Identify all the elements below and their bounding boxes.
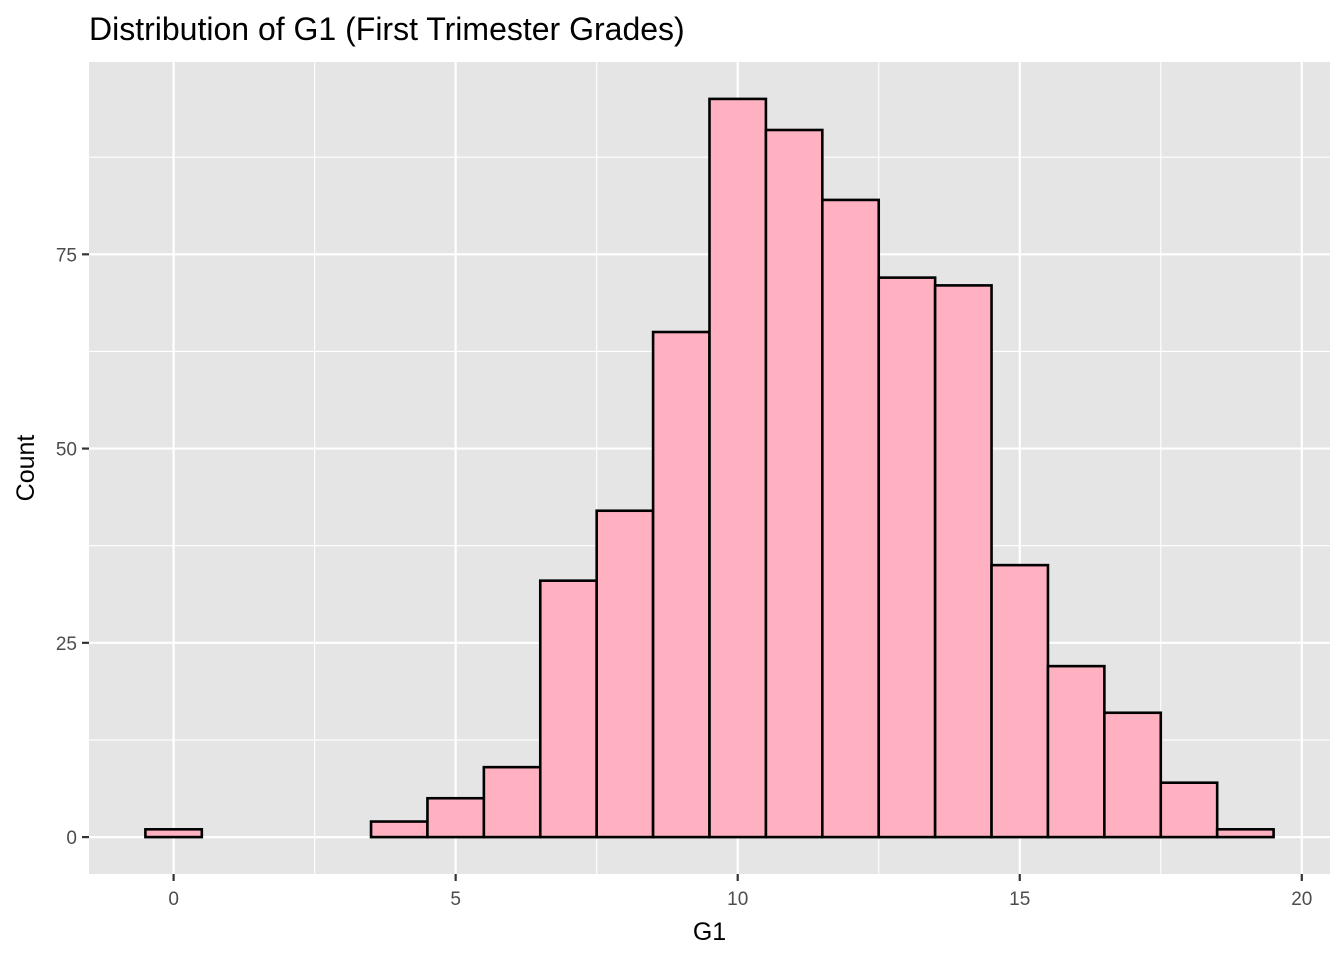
x-tick-label: 5	[450, 889, 461, 910]
histogram-bar	[538, 579, 598, 839]
histogram-bar	[708, 97, 768, 839]
histogram-bar	[651, 330, 711, 839]
histogram-bar	[1215, 828, 1275, 839]
histogram-bar	[1046, 664, 1106, 839]
y-tick-label: 50	[56, 440, 77, 461]
chart-title: Distribution of G1 (First Trimester Grad…	[89, 11, 685, 47]
histogram-bar	[595, 509, 655, 839]
x-axis-title: G1	[693, 918, 726, 946]
x-tick-label: 10	[727, 889, 748, 910]
histogram-bar	[482, 765, 542, 839]
x-axis-tick-labels: 0 5 10 15 20	[168, 889, 1312, 910]
y-tick-label: 0	[66, 828, 77, 849]
histogram-bar	[369, 820, 429, 839]
x-tick-label: 0	[168, 889, 179, 910]
y-axis-title: Count	[12, 435, 40, 502]
axis-ticks	[82, 253, 1303, 881]
histogram-bar	[764, 128, 824, 839]
histogram-bar	[990, 563, 1050, 839]
x-tick-label: 20	[1291, 889, 1312, 910]
histogram-bar	[426, 796, 486, 839]
histogram-bar	[1159, 781, 1219, 839]
histogram-bar	[1103, 711, 1163, 839]
histogram-bar	[144, 828, 204, 839]
y-tick-label: 25	[56, 634, 77, 655]
x-tick-label: 15	[1009, 889, 1030, 910]
y-tick-label: 75	[56, 245, 77, 266]
y-axis-tick-labels: 0 25 50 75	[56, 245, 77, 849]
histogram-bar	[821, 198, 881, 839]
histogram-bar	[877, 276, 937, 839]
histogram-bars	[144, 97, 1275, 839]
histogram-bar	[933, 284, 993, 839]
